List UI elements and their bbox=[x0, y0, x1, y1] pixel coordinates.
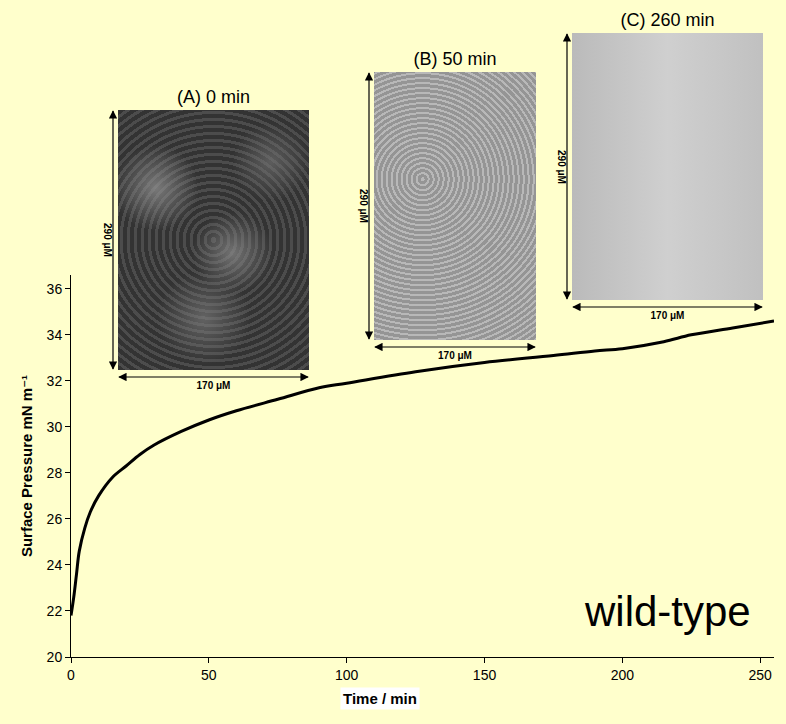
html-text:290 μM: 290 μM bbox=[102, 223, 113, 257]
html-text:(B) 50 min: (B) 50 min bbox=[413, 49, 497, 69]
svg-text:150: 150 bbox=[473, 667, 497, 683]
html-text:(C) 260 min: (C) 260 min bbox=[620, 10, 715, 30]
svg-text:100: 100 bbox=[335, 667, 359, 683]
svg-text:Surface Pressure mN m⁻¹: Surface Pressure mN m⁻¹ bbox=[18, 375, 35, 557]
html-text:170 μM: 170 μM bbox=[438, 350, 472, 361]
svg-text:200: 200 bbox=[611, 667, 635, 683]
svg-text:26: 26 bbox=[47, 511, 63, 527]
svg-text:36: 36 bbox=[47, 281, 63, 297]
html-text:290 μM: 290 μM bbox=[358, 189, 369, 223]
svg-text:24: 24 bbox=[47, 557, 63, 573]
html-text:290 μM: 290 μM bbox=[556, 149, 567, 184]
svg-text:0: 0 bbox=[67, 667, 75, 683]
html-text:170 μM: 170 μM bbox=[650, 310, 685, 321]
svg-text:20: 20 bbox=[47, 649, 63, 665]
svg-text:28: 28 bbox=[47, 465, 63, 481]
html-text:(A) 0 min: (A) 0 min bbox=[177, 87, 250, 107]
html-text:170 μM: 170 μM bbox=[196, 380, 231, 391]
svg-text:wild-type: wild-type bbox=[584, 588, 751, 635]
svg-text:22: 22 bbox=[47, 603, 63, 619]
svg-text:34: 34 bbox=[47, 327, 63, 343]
svg-text:Time / min: Time / min bbox=[343, 690, 417, 707]
svg-text:32: 32 bbox=[47, 373, 63, 389]
svg-text:50: 50 bbox=[201, 667, 217, 683]
svg-text:30: 30 bbox=[47, 419, 63, 435]
svg-text:250: 250 bbox=[749, 667, 773, 683]
